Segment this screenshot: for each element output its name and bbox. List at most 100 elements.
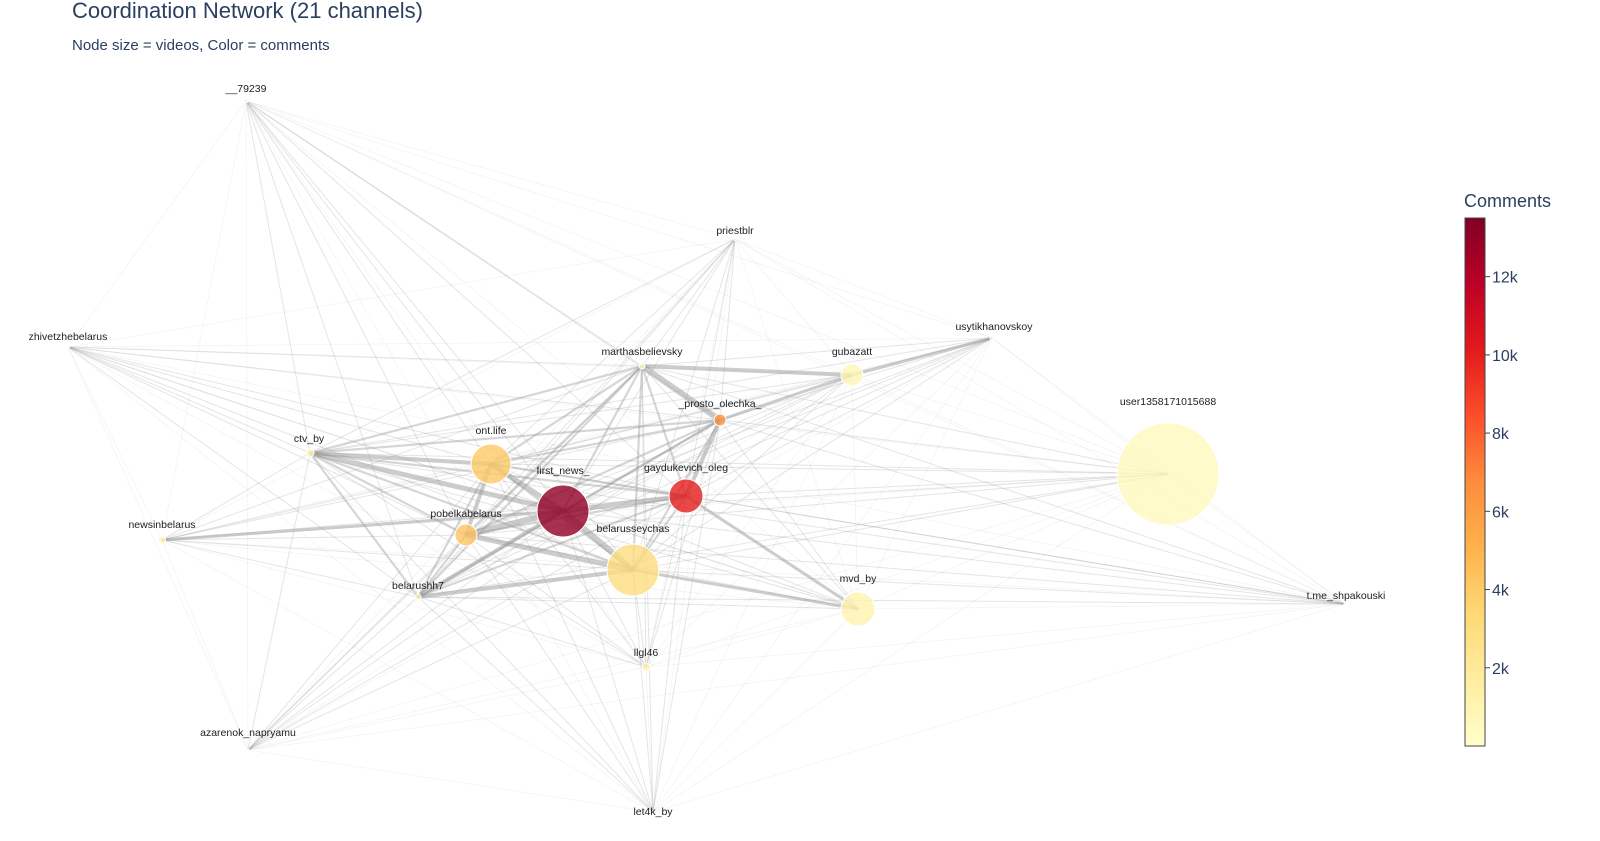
edge	[67, 337, 993, 348]
edge	[245, 100, 736, 240]
edge	[719, 373, 853, 422]
edge	[161, 365, 643, 541]
edge	[857, 473, 1169, 610]
edge	[161, 534, 467, 541]
edge	[465, 374, 853, 536]
colorbar-tick-label: 12k	[1492, 270, 1519, 287]
edge	[161, 539, 634, 571]
edge	[632, 473, 1169, 571]
edge	[734, 238, 853, 376]
edge	[67, 346, 419, 598]
node-user1358171015688[interactable]	[1116, 422, 1220, 526]
edge	[161, 539, 1346, 605]
node-llgl46[interactable]	[641, 662, 651, 672]
node-belarushh7[interactable]	[414, 593, 422, 601]
edge	[734, 238, 1346, 605]
edge	[490, 463, 647, 668]
colorbar-tick-label: 6k	[1492, 504, 1510, 521]
edge	[247, 603, 1346, 751]
edge	[417, 374, 853, 598]
edge	[417, 473, 1169, 598]
node-zhivetzhebelarus[interactable]	[66, 345, 70, 349]
edge	[719, 419, 1346, 605]
chart-title: Coordination Network (21 channels)	[72, 0, 423, 23]
edge	[247, 463, 492, 751]
edge	[640, 365, 688, 497]
edge	[851, 374, 1346, 605]
node-newsinbelarus[interactable]	[158, 536, 166, 544]
edge	[247, 608, 859, 751]
colorbar-tick-label: 2k	[1492, 661, 1510, 678]
colorbar-tick-label: 4k	[1492, 583, 1510, 600]
edge	[465, 532, 634, 573]
node-pobelkabelarus[interactable]	[454, 523, 478, 547]
edge	[309, 451, 492, 466]
edge	[645, 337, 993, 668]
label-layer: __79239 priestblr zhivetzhebelarus usytikha…	[29, 83, 1386, 818]
edge	[67, 346, 467, 536]
edge	[645, 419, 721, 668]
edge	[562, 473, 1169, 512]
edge	[247, 510, 564, 751]
node-gubazatt[interactable]	[840, 363, 864, 387]
edge	[245, 100, 467, 536]
edge	[67, 346, 492, 465]
node-label: _prosto_olechka_	[678, 398, 762, 410]
edge	[309, 374, 853, 454]
edge	[652, 603, 1346, 813]
node-marthasbelievsky[interactable]	[638, 362, 646, 370]
edge	[161, 509, 564, 542]
node-label: usytikhanovskoy	[955, 321, 1033, 333]
edge	[562, 365, 643, 512]
colorbar: Comments 2k 4k 6k 8k 10k 12k	[1464, 191, 1551, 747]
edge	[245, 100, 859, 610]
node-prosto-olechka[interactable]	[713, 413, 727, 427]
edge	[851, 374, 1169, 475]
colorbar-tick-label: 8k	[1492, 426, 1510, 443]
edge	[719, 419, 1169, 475]
edge	[245, 100, 643, 367]
edge	[652, 495, 687, 813]
edge	[67, 346, 1169, 475]
edge	[67, 346, 564, 512]
node-label: first_news_	[536, 465, 589, 477]
node-gaydukevich-oleg[interactable]	[668, 478, 704, 514]
edge	[685, 473, 1169, 497]
node-layer	[66, 98, 1347, 814]
edge	[719, 419, 859, 610]
edge	[161, 539, 249, 751]
edge	[161, 495, 687, 541]
node-usytikhanovskoy[interactable]	[989, 335, 995, 341]
edge	[247, 534, 467, 751]
node-label: zhivetzhebelarus	[29, 331, 108, 343]
node-let4k-by[interactable]	[651, 810, 655, 814]
node-first-news[interactable]	[536, 484, 590, 538]
node-azarenok-napryamu[interactable]	[246, 748, 250, 752]
edge	[465, 534, 647, 668]
edge	[734, 238, 859, 610]
node-mvd-by[interactable]	[840, 591, 876, 627]
node-priestblr[interactable]	[733, 237, 737, 241]
node-t-me-shpakouski[interactable]	[1343, 602, 1347, 606]
edge	[245, 100, 1169, 475]
edge	[247, 473, 1169, 751]
node-label: user1358171015688	[1120, 396, 1217, 408]
edge	[247, 337, 993, 751]
edge	[632, 569, 1346, 605]
edge	[645, 238, 736, 668]
node-ont-life[interactable]	[470, 443, 512, 485]
node-label: __79239	[225, 83, 267, 95]
node-ctv-by[interactable]	[305, 448, 315, 458]
edge	[247, 365, 643, 751]
edge	[67, 346, 721, 421]
edge	[645, 374, 853, 668]
node-belarusseychas[interactable]	[606, 543, 660, 597]
edge	[632, 337, 993, 571]
node-79239[interactable]	[243, 98, 249, 104]
edge	[245, 100, 993, 339]
edge	[641, 365, 1169, 475]
edge	[851, 336, 993, 377]
edge	[652, 337, 993, 813]
edge	[734, 238, 993, 339]
edge	[685, 495, 1346, 605]
